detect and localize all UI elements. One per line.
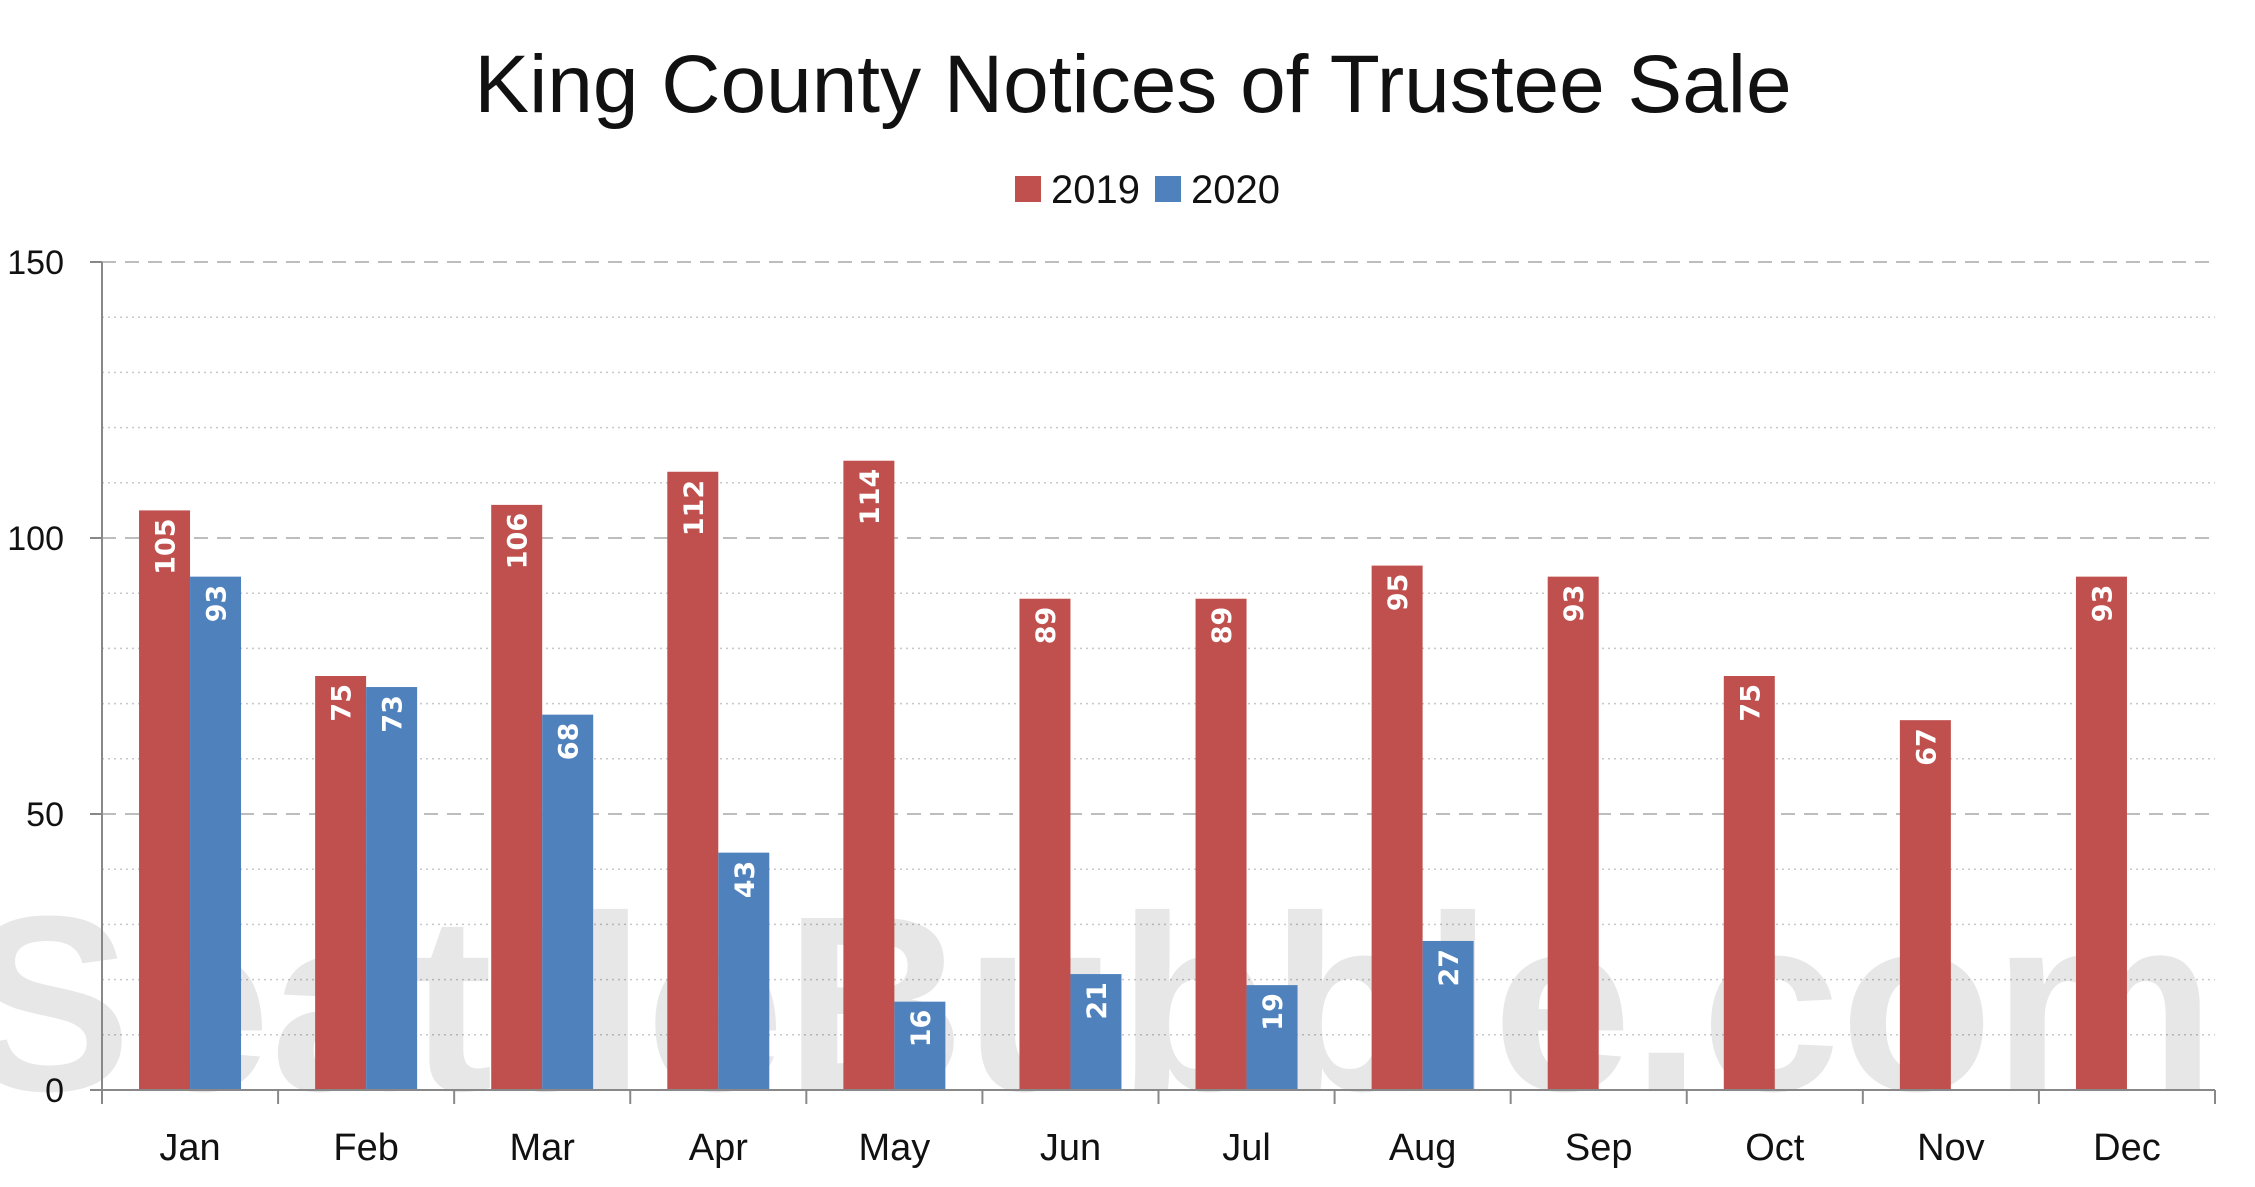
bar-2020-jan (190, 576, 242, 1090)
chart-title: King County Notices of Trustee Sale (474, 39, 1791, 130)
x-tick-label: Nov (1917, 1127, 1985, 1169)
bar-2019-oct (1723, 676, 1775, 1090)
bars (139, 460, 2127, 1091)
bar-2020-aug (1422, 940, 1474, 1090)
x-tick-label: Oct (1745, 1127, 1805, 1169)
data-label: 93 (2087, 585, 2118, 623)
bar-2019-mar (491, 504, 543, 1090)
bar-2019-feb (315, 676, 367, 1090)
bar-2019-jul (1195, 598, 1247, 1090)
data-label: 16 (906, 1010, 937, 1048)
y-tick-label: 50 (26, 796, 64, 834)
data-label: 67 (1911, 728, 1942, 766)
legend-label-2020: 2020 (1191, 168, 1280, 212)
data-label: 93 (202, 585, 233, 623)
data-label: 114 (855, 469, 886, 525)
axes: 0 50 100 150 Jan Feb Mar Apr May Jun Jul Aug Sep Oct N… (7, 244, 2216, 1169)
data-label: 43 (730, 861, 761, 899)
y-tick-label: 0 (45, 1072, 64, 1110)
bar-2020-may (894, 1001, 946, 1090)
legend-swatch-2020 (1155, 176, 1181, 202)
x-tick-label: Apr (689, 1127, 748, 1169)
data-label: 89 (1207, 607, 1238, 645)
bar-2019-jan (139, 510, 191, 1090)
bar-2020-jul (1246, 985, 1298, 1090)
x-tick-label: Jul (1222, 1127, 1271, 1169)
data-label: 75 (1735, 684, 1766, 722)
x-tick-label: Mar (509, 1127, 575, 1169)
x-tick-label: Dec (2093, 1127, 2161, 1169)
bar-2019-dec (2075, 576, 2127, 1090)
legend-swatch-2019 (1015, 176, 1041, 202)
data-label: 27 (1434, 949, 1465, 987)
data-label: 105 (151, 518, 182, 574)
data-label: 73 (378, 695, 409, 733)
x-tick-label: Aug (1389, 1127, 1457, 1169)
bar-2019-jun (1019, 598, 1071, 1090)
bar-2020-mar (542, 714, 594, 1090)
x-tick-label: Feb (333, 1127, 398, 1169)
x-tick-label: Jun (1040, 1127, 1101, 1169)
data-labels: 105 93 75 73 106 68 112 43 114 16 89 21 89 19 95 27 93 75… (151, 469, 2119, 1048)
data-label: 19 (1258, 993, 1289, 1031)
data-label: 95 (1383, 574, 1414, 612)
data-label: 75 (327, 684, 358, 722)
bar-2019-aug (1371, 565, 1423, 1090)
data-label: 106 (503, 513, 534, 569)
data-label: 89 (1031, 607, 1062, 645)
bar-2020-jun (1070, 974, 1122, 1090)
bar-2019-apr (667, 471, 719, 1090)
bar-2019-nov (1899, 720, 1951, 1090)
data-label: 68 (554, 723, 585, 761)
bar-2019-may (843, 460, 895, 1091)
bar-2020-apr (718, 852, 770, 1090)
x-tick-label: May (858, 1127, 930, 1169)
y-tick-label: 150 (7, 244, 64, 282)
legend: 2019 2020 (1015, 168, 1280, 212)
x-tick-label: Jan (159, 1127, 220, 1169)
legend-label-2019: 2019 (1051, 168, 1140, 212)
bar-2020-feb (366, 687, 418, 1090)
bar-2019-sep (1547, 576, 1599, 1090)
y-tick-label: 100 (7, 520, 64, 558)
gridlines (102, 261, 2215, 1036)
x-tick-label: Sep (1565, 1127, 1633, 1169)
data-label: 93 (1559, 585, 1590, 623)
data-label: 21 (1082, 982, 1113, 1020)
data-label: 112 (679, 480, 710, 536)
